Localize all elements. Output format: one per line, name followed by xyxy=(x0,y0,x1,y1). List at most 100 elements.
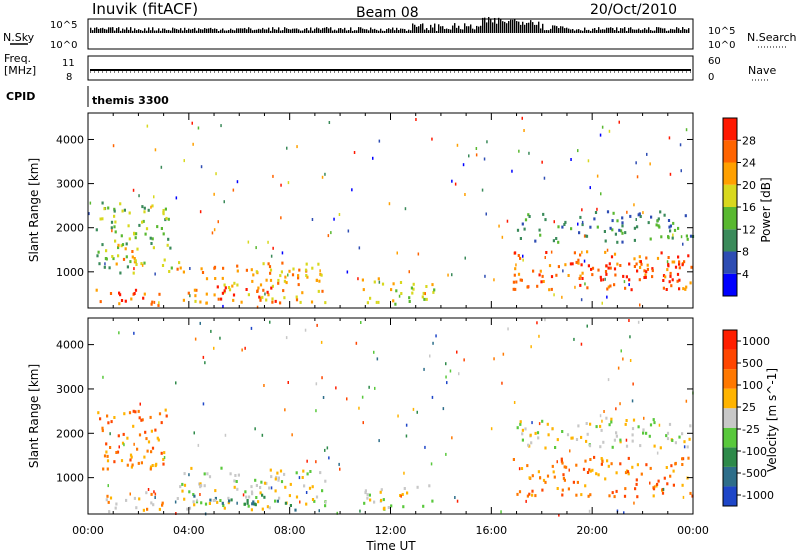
power-cell xyxy=(432,290,435,294)
power-cell xyxy=(616,219,619,223)
velocity-cell xyxy=(311,485,314,489)
power-cell xyxy=(629,214,632,218)
nsky-bar xyxy=(528,22,530,33)
nsky-bar xyxy=(232,29,234,33)
power-cell xyxy=(346,270,349,274)
power-cell xyxy=(655,223,658,227)
velocity-cell xyxy=(416,485,419,489)
velocity-cell xyxy=(289,482,292,486)
velocity-cell xyxy=(619,440,622,444)
power-cell xyxy=(635,161,637,165)
velocity-cell xyxy=(435,334,437,338)
nsky-bar xyxy=(224,30,226,33)
nsky-bar xyxy=(602,29,604,33)
velocity-cell xyxy=(569,449,571,453)
nsearch-tick-top: 10^5 xyxy=(708,26,735,37)
power-cell xyxy=(101,243,104,247)
power-cell xyxy=(233,281,236,285)
velocity-cell xyxy=(302,469,305,473)
power-cell xyxy=(120,244,123,248)
velocity-cell xyxy=(412,407,415,411)
power-cell xyxy=(195,288,198,292)
velocity-colorbar-tick-label: 100 xyxy=(742,379,763,392)
velocity-cell xyxy=(608,423,611,427)
velocity-cell xyxy=(603,410,605,413)
velocity-cell xyxy=(688,437,691,441)
power-cell xyxy=(213,293,216,297)
velocity-cell xyxy=(589,458,592,461)
velocity-cell xyxy=(328,456,330,460)
power-cell xyxy=(611,219,614,223)
velocity-cell xyxy=(553,475,556,479)
nsky-bar xyxy=(662,28,664,33)
velocity-cell xyxy=(193,431,195,435)
velocity-cell xyxy=(620,349,622,353)
nsky-bar xyxy=(106,29,108,33)
velocity-cell xyxy=(136,447,139,451)
nsky-bar xyxy=(218,30,220,33)
power-cell xyxy=(613,252,617,256)
velocity-colorbar-swatch xyxy=(723,466,737,487)
nsky-bar xyxy=(588,29,590,33)
velocity-cell xyxy=(146,449,149,453)
power-cell xyxy=(570,158,572,161)
velocity-cell xyxy=(335,386,337,390)
power-cell xyxy=(512,280,515,284)
power-cell xyxy=(170,266,173,270)
power-cell xyxy=(577,261,580,265)
nsky-bar xyxy=(430,24,432,33)
power-cell xyxy=(578,231,581,235)
power-cell xyxy=(179,266,182,270)
velocity-cell xyxy=(556,487,559,490)
power-cell xyxy=(415,118,417,121)
power-y-axis-label: Slant Range [km] xyxy=(27,158,41,262)
power-cell xyxy=(223,200,225,204)
velocity-cell xyxy=(551,464,554,468)
velocity-cell xyxy=(260,480,263,484)
nsky-bar xyxy=(304,28,306,33)
velocity-cell xyxy=(306,459,308,463)
nsky-bar xyxy=(340,28,342,33)
power-cell xyxy=(656,256,660,260)
nsky-bar xyxy=(446,28,448,33)
power-cell xyxy=(604,277,606,281)
nsky-bar xyxy=(306,28,308,33)
nsky-bar xyxy=(444,29,446,33)
nsky-bar xyxy=(518,21,520,33)
velocity-cell xyxy=(537,436,540,440)
velocity-cell xyxy=(106,494,109,498)
power-cell xyxy=(118,302,121,306)
velocity-cell xyxy=(595,425,598,429)
power-cell xyxy=(408,296,411,300)
power-cell xyxy=(645,270,648,274)
power-cell xyxy=(541,274,544,278)
x-tick-label: 08:00 xyxy=(274,524,306,537)
velocity-cell xyxy=(633,501,635,505)
velocity-cell xyxy=(649,466,652,470)
power-cell xyxy=(264,292,266,296)
velocity-cell xyxy=(122,432,125,436)
power-cell xyxy=(271,297,274,301)
freq-unit: [MHz] xyxy=(4,64,36,77)
power-cell xyxy=(256,290,259,293)
velocity-cell xyxy=(183,483,187,487)
power-cell xyxy=(392,299,395,303)
velocity-cell xyxy=(161,501,164,505)
velocity-cell xyxy=(263,384,265,387)
power-cell xyxy=(259,296,262,300)
nsky-bar xyxy=(520,24,522,33)
nsky-bar xyxy=(154,30,156,33)
velocity-cell xyxy=(642,428,645,432)
power-cell xyxy=(671,278,674,282)
velocity-cell xyxy=(387,506,390,509)
power-cell xyxy=(577,222,579,226)
power-cell xyxy=(124,299,127,303)
power-cell xyxy=(200,267,203,271)
power-cell xyxy=(138,223,141,227)
power-cell xyxy=(417,252,420,256)
velocity-cell xyxy=(662,487,665,491)
velocity-cell xyxy=(200,484,203,488)
power-cell xyxy=(269,271,272,275)
power-cell xyxy=(347,229,350,233)
power-cell xyxy=(126,265,129,269)
